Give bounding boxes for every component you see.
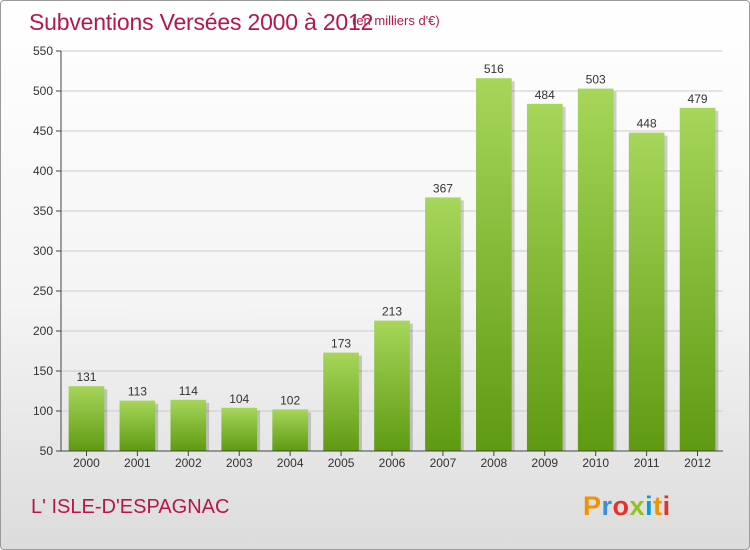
x-tick-label-2010: 2010 bbox=[582, 456, 609, 470]
bar-2002 bbox=[170, 399, 207, 451]
place-name: L' ISLE-D'ESPAGNAC bbox=[31, 496, 230, 518]
logo-letter: P bbox=[583, 491, 602, 521]
x-tick-label-2000: 2000 bbox=[73, 456, 100, 470]
x-tick-label-2011: 2011 bbox=[634, 456, 660, 470]
value-label-2006: 213 bbox=[382, 305, 402, 319]
bar-2001 bbox=[119, 400, 156, 451]
x-tick-label-2001: 2001 bbox=[124, 456, 151, 470]
y-tick-label: 550 bbox=[33, 44, 53, 58]
y-tick-label: 100 bbox=[33, 404, 53, 418]
value-label-2012: 479 bbox=[688, 92, 708, 106]
x-tick-label-2012: 2012 bbox=[684, 456, 711, 470]
bar-2005 bbox=[323, 352, 359, 451]
value-label-2004: 102 bbox=[280, 393, 300, 407]
y-tick-label: 200 bbox=[33, 324, 53, 338]
bar-2007 bbox=[425, 197, 461, 451]
chart-unit: (en milliers d'€) bbox=[352, 13, 440, 28]
bar-2000 bbox=[68, 386, 105, 451]
y-tick-label: 400 bbox=[33, 164, 53, 178]
x-tick-label-2009: 2009 bbox=[531, 456, 558, 470]
logo-letter: i bbox=[662, 491, 671, 521]
bar-2008 bbox=[476, 78, 512, 451]
bar-2010 bbox=[577, 88, 614, 451]
bar-2009 bbox=[526, 103, 563, 452]
value-label-2010: 503 bbox=[586, 73, 606, 87]
y-tick-label: 50 bbox=[40, 444, 54, 458]
proxiti-logo[interactable]: Proxiti bbox=[583, 491, 671, 522]
value-label-2000: 131 bbox=[76, 370, 96, 384]
x-tick-label-2006: 2006 bbox=[379, 456, 406, 470]
x-tick-label-2007: 2007 bbox=[430, 456, 457, 470]
value-label-2009: 484 bbox=[535, 88, 555, 102]
bar-2004 bbox=[272, 409, 308, 451]
value-label-2003: 104 bbox=[229, 392, 249, 406]
y-tick-label: 350 bbox=[33, 204, 53, 218]
y-tick-label: 250 bbox=[33, 284, 53, 298]
value-label-2002: 114 bbox=[179, 384, 198, 398]
logo-letter: t bbox=[653, 491, 663, 521]
y-tick-label: 450 bbox=[33, 124, 53, 138]
x-tick-label-2002: 2002 bbox=[175, 456, 202, 470]
logo-letter: i bbox=[645, 491, 654, 521]
value-label-2001: 113 bbox=[128, 385, 147, 399]
bar-2003 bbox=[221, 407, 258, 451]
value-label-2005: 173 bbox=[331, 337, 351, 351]
x-tick-label-2003: 2003 bbox=[226, 456, 253, 470]
logo-letter: o bbox=[612, 491, 630, 521]
x-tick-label-2008: 2008 bbox=[480, 456, 507, 470]
logo-letter: x bbox=[629, 491, 646, 521]
x-tick-label-2005: 2005 bbox=[328, 456, 355, 470]
x-tick-label-2004: 2004 bbox=[277, 456, 304, 470]
chart-title: Subventions Versées 2000 à 2012 bbox=[29, 9, 374, 35]
value-label-2008: 516 bbox=[484, 62, 504, 76]
bar-2006 bbox=[374, 320, 410, 451]
value-label-2007: 367 bbox=[433, 181, 453, 195]
y-tick-label: 500 bbox=[33, 84, 53, 98]
bar-2012 bbox=[679, 107, 716, 452]
bar-2011 bbox=[628, 132, 665, 451]
value-label-2011: 448 bbox=[637, 117, 657, 131]
logo-letter: r bbox=[601, 491, 613, 521]
y-tick-label: 150 bbox=[33, 364, 53, 378]
y-tick-label: 300 bbox=[33, 244, 53, 258]
